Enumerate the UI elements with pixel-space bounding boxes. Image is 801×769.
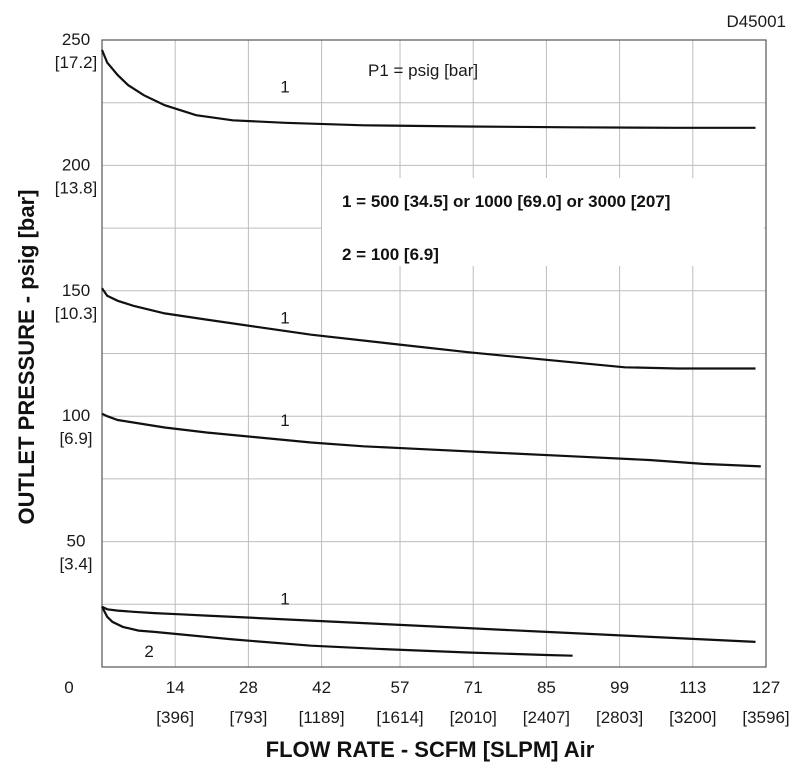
x-tick-sublabel: [793]	[229, 708, 267, 727]
x-tick-label: 71	[464, 678, 483, 697]
drawing-code: D45001	[726, 12, 786, 31]
y-tick-label: 50	[67, 532, 86, 551]
curve-label-4: 1	[280, 589, 289, 608]
x-tick-label: 28	[239, 678, 258, 697]
x-tick-label: 85	[537, 678, 556, 697]
y-tick-label: 100	[62, 406, 90, 425]
curve-label-2: 1	[280, 308, 289, 327]
x-tick-label: 113	[679, 678, 706, 697]
x-tick-sublabel: [2803]	[596, 708, 643, 727]
x-tick-sublabel: [3596]	[742, 708, 789, 727]
grid-lines	[102, 40, 766, 667]
y-tick-sublabel: [10.3]	[55, 304, 98, 323]
tick-labels: 0 14 [396] 28 [793] 42 [1189] 57 [1614] 71 [2010] 8…	[55, 30, 790, 727]
curve-3	[101, 412, 761, 468]
y-axis-title: OUTLET PRESSURE - psig [bar]	[14, 190, 39, 525]
x-tick-sublabel: [3200]	[669, 708, 716, 727]
x-tick-sublabel: [1614]	[376, 708, 423, 727]
x-tick-sublabel: [2010]	[450, 708, 497, 727]
y-tick-label: 150	[62, 281, 90, 300]
curves	[100, 49, 761, 657]
legend-entry-2: 2 = 100 [6.9]	[342, 245, 439, 264]
x-tick-label: 127	[752, 678, 780, 697]
y-tick-label: 200	[62, 155, 90, 174]
x-tick-label: 14	[166, 678, 185, 697]
curve-label-1: 1	[280, 78, 289, 97]
pressure-annotation: P1 = psig [bar]	[368, 61, 478, 80]
curve-label-3: 1	[280, 411, 289, 430]
x-tick-sublabel: [396]	[156, 708, 194, 727]
x-tick-label: 99	[610, 678, 629, 697]
y-tick-label: 250	[62, 30, 90, 49]
x-tick-label: 0	[64, 678, 73, 697]
legend-entry-1: 1 = 500 [34.5] or 1000 [69.0] or 3000 [2…	[342, 192, 670, 211]
curve-label-5: 2	[144, 642, 153, 661]
x-tick-label: 42	[312, 678, 331, 697]
legend-background	[322, 178, 764, 266]
x-tick-sublabel: [1189]	[299, 708, 345, 727]
plot-frame	[101, 39, 767, 668]
y-tick-sublabel: [3.4]	[59, 555, 92, 574]
x-tick-sublabel: [2407]	[523, 708, 570, 727]
curve-5	[101, 606, 573, 657]
curve-4	[101, 605, 756, 643]
curve-2	[101, 287, 756, 370]
x-axis-title: FLOW RATE - SCFM [SLPM] Air	[266, 737, 595, 762]
y-tick-sublabel: [6.9]	[59, 429, 92, 448]
x-tick-label: 57	[391, 678, 410, 697]
y-tick-sublabel: [17.2]	[55, 53, 98, 72]
curve-1	[100, 49, 756, 129]
curve-labels: 1 1 1 1 2	[144, 78, 289, 661]
y-tick-sublabel: [13.8]	[55, 178, 98, 197]
